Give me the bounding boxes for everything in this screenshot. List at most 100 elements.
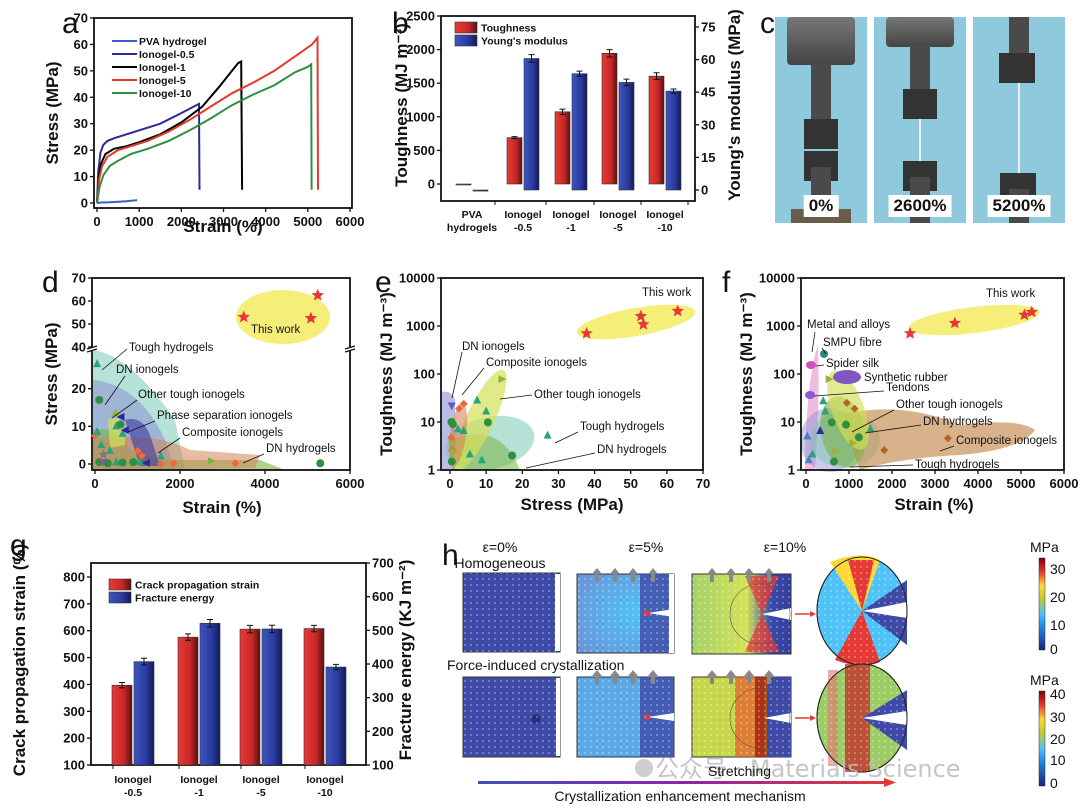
error-bar xyxy=(247,624,253,634)
data-point xyxy=(829,457,838,466)
data-point xyxy=(135,457,144,466)
data-point xyxy=(459,399,468,408)
y-tick-label: 200 xyxy=(372,724,394,739)
annotation-label: Tough hydrogels xyxy=(129,342,214,354)
data-point xyxy=(231,459,240,468)
y-tick-label: 800 xyxy=(63,570,85,585)
annotation-leader xyxy=(939,445,955,452)
legend-swatch xyxy=(108,591,132,604)
x-tick-label: 6000 xyxy=(336,214,365,229)
data-point xyxy=(95,395,104,404)
error-bar xyxy=(670,88,677,94)
data-point xyxy=(93,359,102,368)
annotation-leader xyxy=(127,420,156,433)
y-tick-label: 0 xyxy=(428,177,435,192)
annotation-leader xyxy=(461,367,485,396)
x-tick-label: 0 xyxy=(93,214,100,229)
bar-youngs-modulus xyxy=(523,58,540,191)
x-tick-label: 3000 xyxy=(921,476,950,491)
annotation-leader xyxy=(849,464,914,468)
data-point xyxy=(129,458,138,467)
x-category-label: Ionogel xyxy=(599,209,636,221)
annotation-leader xyxy=(104,375,126,406)
annotation-leader xyxy=(851,409,895,433)
watermark-text: 公众号 · Materials Science xyxy=(655,755,961,783)
data-point xyxy=(866,424,875,433)
annotation-label: Other tough ionogels xyxy=(896,399,1003,411)
photo-2600-percent: 2600% xyxy=(874,17,966,223)
colorbar-tick: 0 xyxy=(1050,775,1058,791)
y-tick-label: 300 xyxy=(372,690,394,705)
data-point xyxy=(453,424,462,433)
error-bar xyxy=(333,663,339,671)
data-point xyxy=(808,449,817,458)
data-point xyxy=(142,458,150,467)
this-work-label: This work xyxy=(251,324,300,336)
y-tick-label: 1500 xyxy=(406,76,435,91)
region-spider-silk xyxy=(806,361,816,369)
legend-label: Young's modulus xyxy=(481,36,568,48)
legend-label: Ionogel-0.5 xyxy=(139,49,195,61)
y-tick-label: 700 xyxy=(63,596,85,611)
this-work-star xyxy=(948,316,961,329)
series-line-pva-hydrogel xyxy=(96,199,138,204)
data-point xyxy=(316,459,325,468)
chart-g-crack-fracture: 100 200 300 400 500 600 700 800 100 200 300 400 500 6… xyxy=(10,544,415,799)
x-category-label: -0.5 xyxy=(514,222,532,234)
photo-5200-percent: 5200% xyxy=(973,17,1065,223)
legend-label: PVA hydrogel xyxy=(139,36,207,48)
series-line-ionogel-5 xyxy=(96,35,319,204)
data-point xyxy=(105,445,114,454)
region-this-work xyxy=(908,304,1040,336)
data-point xyxy=(473,395,482,404)
sim-row1-eps5 xyxy=(576,573,675,654)
y-tick-label: 500 xyxy=(413,143,435,158)
y-axis-label: Toughness (MJ m⁻³) xyxy=(377,292,396,456)
annotation-label: Composite ionogels xyxy=(486,357,587,369)
bar-fracture-energy xyxy=(325,666,347,766)
y-tick-label: 60 xyxy=(72,294,86,309)
y-tick-label: 100 xyxy=(372,758,394,773)
chart-d-ashby-stress-strain: 40 50 60 70 0 10 20 0 2000 4000 6000 This work Tough… xyxy=(42,271,364,518)
colorbar-tick: 30 xyxy=(1050,709,1066,725)
error-bar xyxy=(119,682,125,689)
legend-label: Ionogel-1 xyxy=(139,62,186,74)
error-bar xyxy=(559,108,566,115)
colorbar-tick: 10 xyxy=(1050,752,1066,768)
annotation-label: DN hydrogels xyxy=(923,416,993,428)
data-point xyxy=(482,406,491,415)
zoom-circle-row1 xyxy=(816,555,908,666)
x-tick-label: 5000 xyxy=(293,214,322,229)
annotation-leader xyxy=(101,348,128,371)
chart-a-stress-strain: 0 10 20 30 40 50 60 70 0 1000 2000 3000 4000 5000 6000… xyxy=(43,11,364,237)
bar-toughness xyxy=(648,75,665,185)
y-tick-label: 0 xyxy=(79,457,86,472)
strain-label: 5200% xyxy=(987,195,1051,217)
bar-fracture-energy xyxy=(133,661,155,766)
data-point xyxy=(120,426,129,435)
strain-label: 0% xyxy=(803,195,839,217)
this-work-star xyxy=(304,311,318,324)
panel-letter-c: c xyxy=(760,7,775,40)
annotation-leader xyxy=(813,390,885,397)
axis-break xyxy=(89,347,95,351)
annotation-label: Other tough ionogels xyxy=(534,389,641,401)
x-category-label: Ionogel xyxy=(504,209,541,221)
y-tick-label: 60 xyxy=(701,52,715,67)
bar-crack-propagation-strain xyxy=(177,636,199,766)
annotation-label: Spider silk xyxy=(826,358,879,370)
data-point xyxy=(498,375,507,384)
x-category-label: PVA xyxy=(462,209,483,221)
x-tick-label: 1000 xyxy=(125,214,154,229)
strain-label: 2600% xyxy=(888,195,952,217)
y-tick-label: 50 xyxy=(74,63,88,78)
y-tick-label: 0 xyxy=(701,183,708,198)
bar-crack-propagation-strain xyxy=(303,628,325,766)
data-point xyxy=(447,402,456,411)
annotation-leader xyxy=(451,351,463,399)
data-point xyxy=(804,455,813,464)
colorbar-2: MPa 0 10 20 30 40 xyxy=(1030,672,1066,791)
panel-letter-h: h xyxy=(442,539,459,572)
chart-e-ashby-toughness-stress: 1 10 100 1000 10000 0 10 20 30 40 50 60 70 This work D… xyxy=(377,271,710,515)
